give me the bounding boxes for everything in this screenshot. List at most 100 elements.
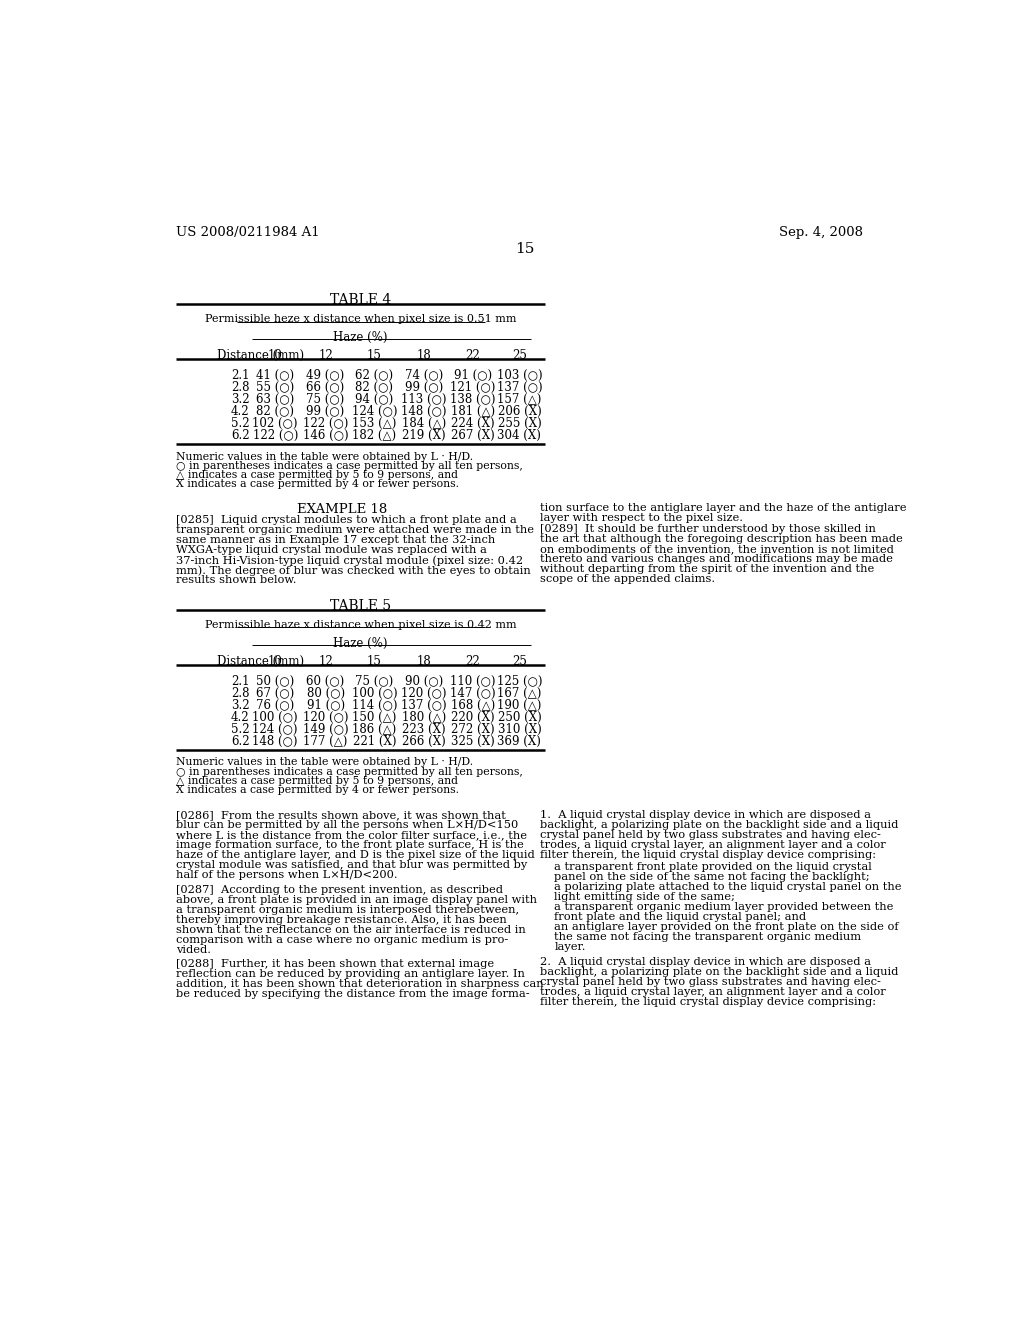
Text: without departing from the spirit of the invention and the: without departing from the spirit of the… <box>541 564 874 574</box>
Text: 138 (○): 138 (○) <box>451 393 496 407</box>
Text: 137 (○): 137 (○) <box>401 700 446 711</box>
Text: 15: 15 <box>367 350 382 363</box>
Text: 220 (X): 220 (X) <box>451 711 495 723</box>
Text: blur can be permitted by all the persons when L×H/D<150: blur can be permitted by all the persons… <box>176 820 518 830</box>
Text: 369 (X): 369 (X) <box>498 735 542 747</box>
Text: 267 (X): 267 (X) <box>451 429 495 442</box>
Text: 2.8: 2.8 <box>231 686 250 700</box>
Text: [0287]  According to the present invention, as described: [0287] According to the present inventio… <box>176 884 503 895</box>
Text: 206 (X): 206 (X) <box>498 405 542 418</box>
Text: 120 (○): 120 (○) <box>401 686 446 700</box>
Text: 266 (X): 266 (X) <box>402 735 445 747</box>
Text: haze of the antiglare layer, and D is the pixel size of the liquid: haze of the antiglare layer, and D is th… <box>176 850 535 859</box>
Text: 90 (○): 90 (○) <box>404 675 443 688</box>
Text: Distance (mm): Distance (mm) <box>217 655 304 668</box>
Text: 100 (○): 100 (○) <box>351 686 397 700</box>
Text: 63 (○): 63 (○) <box>256 393 294 407</box>
Text: EXAMPLE 18: EXAMPLE 18 <box>297 503 387 516</box>
Text: 18: 18 <box>417 655 431 668</box>
Text: 2.  A liquid crystal display device in which are disposed a: 2. A liquid crystal display device in wh… <box>541 957 871 966</box>
Text: 180 (△): 180 (△) <box>402 711 446 723</box>
Text: 25: 25 <box>512 350 526 363</box>
Text: 121 (○): 121 (○) <box>451 381 496 395</box>
Text: above, a front plate is provided in an image display panel with: above, a front plate is provided in an i… <box>176 895 537 904</box>
Text: addition, it has been shown that deterioration in sharpness can: addition, it has been shown that deterio… <box>176 979 544 989</box>
Text: 10: 10 <box>268 350 283 363</box>
Text: 186 (△): 186 (△) <box>352 723 396 735</box>
Text: 304 (X): 304 (X) <box>498 429 542 442</box>
Text: 122 (○): 122 (○) <box>303 417 348 430</box>
Text: 167 (△): 167 (△) <box>498 686 542 700</box>
Text: 137 (○): 137 (○) <box>497 381 542 395</box>
Text: 182 (△): 182 (△) <box>352 429 396 442</box>
Text: 148 (○): 148 (○) <box>401 405 446 418</box>
Text: 113 (○): 113 (○) <box>401 393 446 407</box>
Text: 22: 22 <box>466 655 480 668</box>
Text: 223 (X): 223 (X) <box>402 723 445 735</box>
Text: on embodiments of the invention, the invention is not limited: on embodiments of the invention, the inv… <box>541 544 894 554</box>
Text: panel on the side of the same not facing the backlight;: panel on the side of the same not facing… <box>554 873 869 882</box>
Text: 6.2: 6.2 <box>231 735 250 747</box>
Text: 4.2: 4.2 <box>231 711 250 723</box>
Text: 99 (○): 99 (○) <box>404 381 443 395</box>
Text: Numeric values in the table were obtained by L · H/D.: Numeric values in the table were obtaine… <box>176 758 473 767</box>
Text: 37-inch Hi-Vision-type liquid crystal module (pixel size: 0.42: 37-inch Hi-Vision-type liquid crystal mo… <box>176 554 523 565</box>
Text: 110 (○): 110 (○) <box>451 675 496 688</box>
Text: half of the persons when L×H/D<200.: half of the persons when L×H/D<200. <box>176 870 397 880</box>
Text: 1.  A liquid crystal display device in which are disposed a: 1. A liquid crystal display device in wh… <box>541 810 871 820</box>
Text: trodes, a liquid crystal layer, an alignment layer and a color: trodes, a liquid crystal layer, an align… <box>541 840 886 850</box>
Text: 255 (X): 255 (X) <box>498 417 542 430</box>
Text: 5.2: 5.2 <box>231 417 250 430</box>
Text: 75 (○): 75 (○) <box>355 675 393 688</box>
Text: Haze (%): Haze (%) <box>333 331 388 345</box>
Text: a transparent organic medium is interposed therebetween,: a transparent organic medium is interpos… <box>176 904 519 915</box>
Text: [0286]  From the results shown above, it was shown that: [0286] From the results shown above, it … <box>176 810 506 820</box>
Text: △ indicates a case permitted by 5 to 9 persons, and: △ indicates a case permitted by 5 to 9 p… <box>176 470 458 480</box>
Text: 18: 18 <box>417 350 431 363</box>
Text: TABLE 4: TABLE 4 <box>330 293 391 308</box>
Text: Permissible heze x distance when pixel size is 0.51 mm: Permissible heze x distance when pixel s… <box>205 314 516 323</box>
Text: shown that the reflectance on the air interface is reduced in: shown that the reflectance on the air in… <box>176 924 525 935</box>
Text: 2.1: 2.1 <box>231 370 250 383</box>
Text: ○ in parentheses indicates a case permitted by all ten persons,: ○ in parentheses indicates a case permit… <box>176 767 523 776</box>
Text: results shown below.: results shown below. <box>176 576 297 585</box>
Text: 149 (○): 149 (○) <box>303 723 348 735</box>
Text: 124 (○): 124 (○) <box>351 405 397 418</box>
Text: a polarizing plate attached to the liquid crystal panel on the: a polarizing plate attached to the liqui… <box>554 882 902 892</box>
Text: 12: 12 <box>318 350 333 363</box>
Text: an antiglare layer provided on the front plate on the side of: an antiglare layer provided on the front… <box>554 923 899 932</box>
Text: 55 (○): 55 (○) <box>256 381 294 395</box>
Text: 15: 15 <box>515 242 535 256</box>
Text: 177 (△): 177 (△) <box>303 735 348 747</box>
Text: Permissible haze x distance when pixel size is 0.42 mm: Permissible haze x distance when pixel s… <box>205 619 516 630</box>
Text: Sep. 4, 2008: Sep. 4, 2008 <box>779 226 863 239</box>
Text: 124 (○): 124 (○) <box>253 723 298 735</box>
Text: filter therein, the liquid crystal display device comprising:: filter therein, the liquid crystal displ… <box>541 850 877 859</box>
Text: 310 (X): 310 (X) <box>498 723 542 735</box>
Text: light emitting side of the same;: light emitting side of the same; <box>554 892 735 902</box>
Text: 67 (○): 67 (○) <box>256 686 294 700</box>
Text: 122 (○): 122 (○) <box>253 429 298 442</box>
Text: 181 (△): 181 (△) <box>451 405 495 418</box>
Text: 224 (X): 224 (X) <box>451 417 495 430</box>
Text: 120 (○): 120 (○) <box>303 711 348 723</box>
Text: Haze (%): Haze (%) <box>333 636 388 649</box>
Text: 91 (○): 91 (○) <box>306 700 345 711</box>
Text: the same not facing the transparent organic medium: the same not facing the transparent orga… <box>554 932 861 942</box>
Text: 15: 15 <box>367 655 382 668</box>
Text: 103 (○): 103 (○) <box>497 370 542 383</box>
Text: 6.2: 6.2 <box>231 429 250 442</box>
Text: layer with respect to the pixel size.: layer with respect to the pixel size. <box>541 512 743 523</box>
Text: 114 (○): 114 (○) <box>351 700 397 711</box>
Text: 82 (○): 82 (○) <box>355 381 393 395</box>
Text: 190 (△): 190 (△) <box>498 700 542 711</box>
Text: scope of the appended claims.: scope of the appended claims. <box>541 574 716 585</box>
Text: △ indicates a case permitted by 5 to 9 persons, and: △ indicates a case permitted by 5 to 9 p… <box>176 776 458 785</box>
Text: 99 (○): 99 (○) <box>306 405 345 418</box>
Text: 157 (△): 157 (△) <box>498 393 542 407</box>
Text: 3.2: 3.2 <box>231 393 250 407</box>
Text: 325 (X): 325 (X) <box>451 735 495 747</box>
Text: thereto and various changes and modifications may be made: thereto and various changes and modifica… <box>541 554 893 564</box>
Text: 3.2: 3.2 <box>231 700 250 711</box>
Text: mm). The degree of blur was checked with the eyes to obtain: mm). The degree of blur was checked with… <box>176 565 530 576</box>
